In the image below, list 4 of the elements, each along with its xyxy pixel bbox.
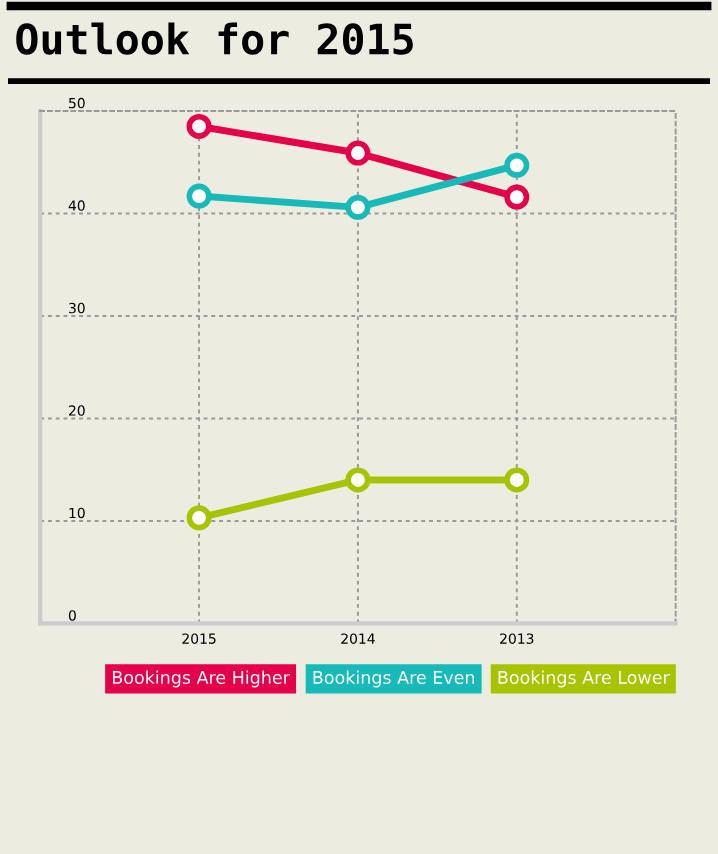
chart-title: Outlook for 2015 (16, 22, 413, 55)
text: Bookings Are Lower (498, 670, 670, 688)
text: Bookings Are Even (313, 670, 475, 688)
text: Bookings Are Higher (113, 670, 290, 688)
